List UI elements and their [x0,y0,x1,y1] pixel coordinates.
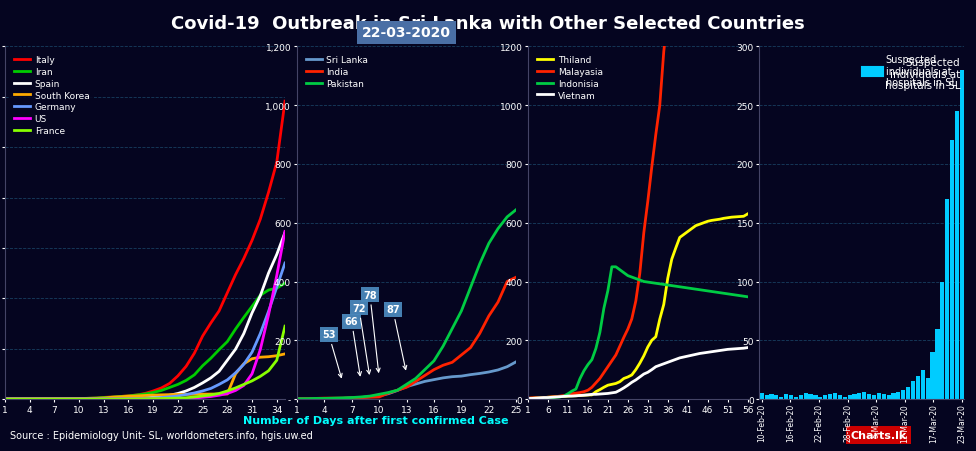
Bar [798,396,803,399]
Bar [793,397,798,399]
Text: Suspected
individuals at
hospitals in SL: Suspected individuals at hospitals in SL [884,58,960,91]
Bar [901,390,906,399]
Text: 87: 87 [386,305,407,370]
Text: 53: 53 [322,330,343,377]
Bar [862,392,867,399]
Bar [769,395,774,399]
Bar [920,370,925,399]
Bar [940,282,945,399]
Bar [842,397,847,399]
Bar [837,396,842,399]
Bar [818,397,823,399]
Bar [911,382,915,399]
Bar [828,395,833,399]
Bar [779,397,784,399]
Bar [803,393,808,399]
Bar [808,395,813,399]
Bar [774,396,779,399]
Bar [945,200,950,399]
Bar [852,395,857,399]
Bar [955,112,959,399]
Bar [906,387,911,399]
Bar [950,141,955,399]
Bar [930,352,935,399]
Bar [959,71,964,399]
Bar [847,396,852,399]
Bar [881,395,886,399]
Bar [833,393,837,399]
Bar [872,396,876,399]
Bar [935,329,940,399]
Bar [915,376,920,399]
Bar [867,395,872,399]
Text: Number of Days after first confirmed Case: Number of Days after first confirmed Cas… [243,415,509,425]
Bar [857,393,862,399]
Legend: Suspected
individuals at
hospitals in SL: Suspected individuals at hospitals in SL [864,52,959,91]
Text: Source : Epidemiology Unit- SL, worldometers.info, hgis.uw.ed: Source : Epidemiology Unit- SL, worldome… [10,430,312,440]
Bar [823,396,828,399]
Bar [759,393,764,399]
Text: Charts.lk: Charts.lk [850,430,907,440]
Bar [896,392,901,399]
Bar [886,396,891,399]
Bar [925,378,930,399]
Bar [784,395,789,399]
Legend: Sri Lanka, India, Pakistan: Sri Lanka, India, Pakistan [302,52,373,93]
Legend: Thiland, Malayasia, Indonisia, Vietnam: Thiland, Malayasia, Indonisia, Vietnam [533,52,607,105]
Legend: Italy, Iran, Spain, South Korea, Germany, US, France: Italy, Iran, Spain, South Korea, Germany… [10,52,94,140]
Text: 22-03-2020: 22-03-2020 [362,26,451,40]
Bar [813,396,818,399]
Text: 66: 66 [345,317,361,376]
Bar [876,393,881,399]
Bar [891,393,896,399]
Bar [764,396,769,399]
Text: Covid-19  Outbreak in Sri Lanka with Other Selected Countries: Covid-19 Outbreak in Sri Lanka with Othe… [171,15,805,32]
Bar [789,396,793,399]
Text: 78: 78 [363,290,380,372]
Text: 72: 72 [352,303,371,374]
